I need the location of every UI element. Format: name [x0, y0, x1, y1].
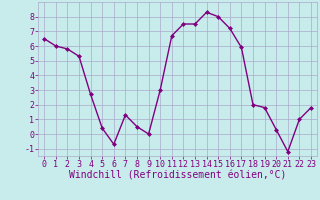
X-axis label: Windchill (Refroidissement éolien,°C): Windchill (Refroidissement éolien,°C): [69, 171, 286, 181]
